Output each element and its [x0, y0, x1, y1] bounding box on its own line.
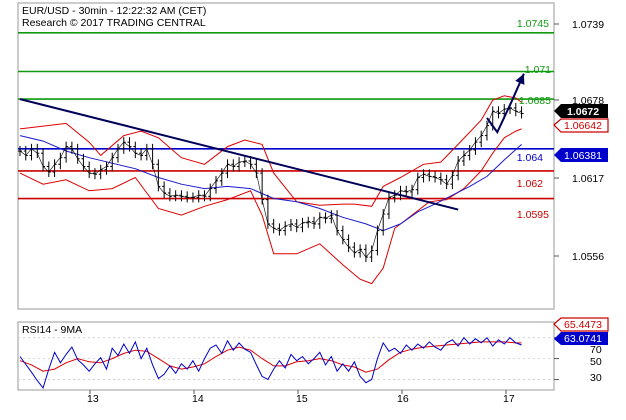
rsi-badge-blue: 63.0741 [554, 332, 608, 345]
price-tick-label: 1.0617 [572, 173, 604, 185]
rsi-ma-line [19, 341, 522, 373]
level-label-1.0595: 1.0595 [517, 209, 549, 221]
price-plot-frame [17, 2, 555, 310]
rsi-tick-label: 50 [590, 356, 602, 368]
current-price-value: 1.0672 [567, 106, 599, 118]
rsi-tick-label: 30 [590, 372, 602, 384]
level-label-1.071: 1.071 [525, 64, 551, 76]
time-tick-label: 15 [296, 393, 308, 405]
price-bar [519, 106, 524, 119]
rsi-axis: 70 50 30 [590, 344, 602, 384]
rsi-badge-red-value: 65.4473 [564, 319, 602, 331]
rsi-badge-red: 65.4473 [553, 317, 609, 332]
time-tick-label: 16 [397, 393, 409, 405]
price-bar [329, 210, 334, 224]
downtrend-line [19, 98, 459, 211]
rsi-title: RSI14 - 9MA [22, 324, 82, 336]
rsi-line [19, 336, 522, 389]
projection-path [486, 73, 525, 135]
chart-header-line2: Research © 2017 TRADING CENTRAL [22, 17, 206, 29]
rsi-badge-blue-value: 63.0741 [564, 333, 602, 345]
bollinger-lower-line [19, 128, 522, 285]
price-tick-label: 1.0556 [572, 251, 604, 263]
price-close-line [19, 107, 522, 258]
time-tick-label: 14 [192, 393, 204, 405]
price-tick-label: 1.0739 [572, 19, 604, 31]
time-tick-label: 13 [87, 393, 99, 405]
time-tick-label: 17 [503, 393, 515, 405]
chart-header-line1: EUR/USD - 30min - 12:22:32 AM (CET) [22, 5, 206, 17]
red-line-badge: 1.06642 [553, 118, 609, 133]
price-axis: 1.0739 1.0678 1.0617 1.0556 [554, 19, 604, 263]
price-bar [144, 143, 149, 161]
blue-line-badge: 1.06381 [554, 148, 608, 162]
level-label-1.0685: 1.0685 [519, 95, 551, 107]
projection-arrowhead [515, 73, 525, 85]
price-bar [410, 184, 415, 197]
current-price-badge: 1.0672 [554, 104, 608, 118]
blue-line-value: 1.06381 [564, 150, 602, 162]
bollinger-upper-line [19, 95, 522, 207]
level-label-1.062: 1.062 [517, 178, 543, 190]
rsi-tick-label: 70 [590, 344, 602, 356]
time-axis: 13 14 15 16 17 [87, 390, 515, 405]
rsi-plot-frame [17, 321, 555, 391]
level-label-1.064: 1.064 [517, 152, 543, 164]
level-label-1.0745: 1.0745 [517, 18, 549, 30]
red-line-value: 1.06642 [564, 120, 602, 132]
